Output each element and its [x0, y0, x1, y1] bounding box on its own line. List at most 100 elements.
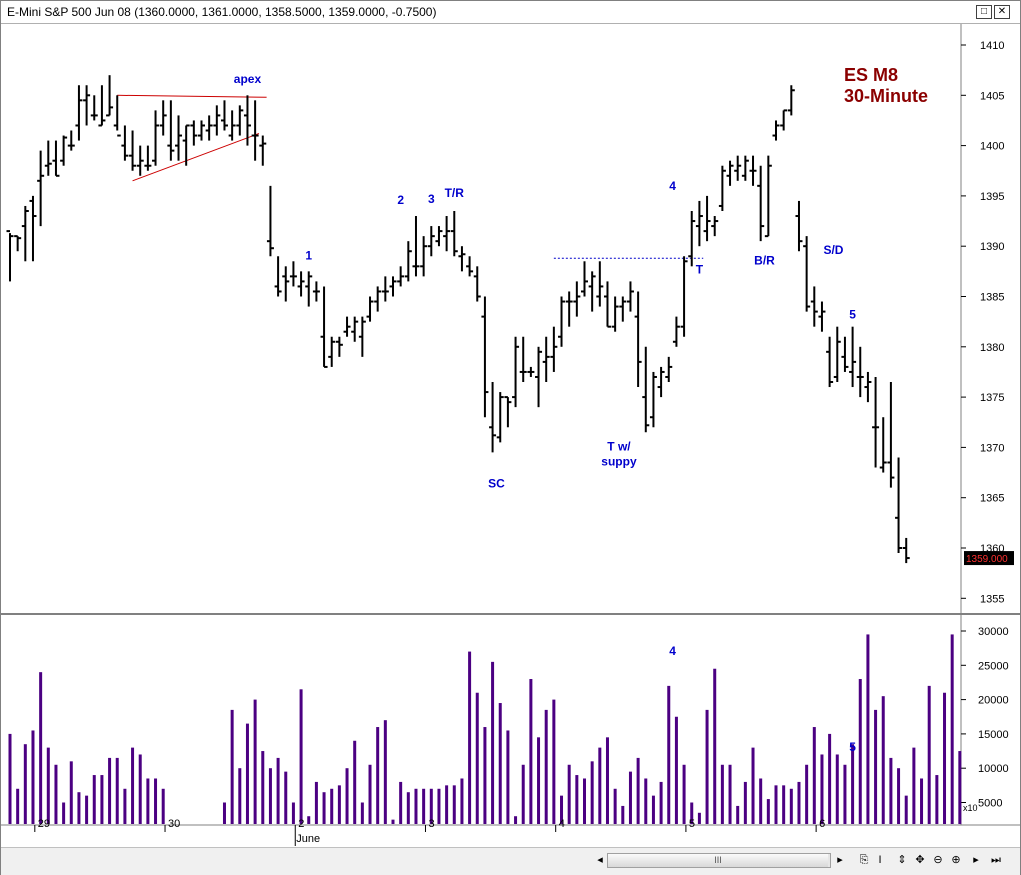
ohlc-bar	[44, 140, 52, 176]
price-tick-label: 1365	[980, 493, 1004, 505]
ohlc-bar	[726, 160, 734, 186]
volume-bar	[345, 768, 349, 824]
ohlc-bar	[60, 135, 68, 166]
scroll-left-icon[interactable]: ◂	[597, 854, 603, 866]
volume-bar	[475, 692, 479, 824]
volume-bar	[567, 764, 571, 824]
price-annotation: 3	[428, 192, 435, 206]
volume-bar	[782, 785, 786, 824]
price-tick-label: 1405	[980, 90, 1004, 102]
ohlc-bar	[305, 271, 313, 307]
volume-bar	[376, 727, 380, 824]
ohlc-bar	[787, 85, 795, 116]
crosshair-icon[interactable]: I	[878, 854, 882, 866]
cursor-icon[interactable]: ⎘	[859, 854, 869, 866]
zoom-in-icon[interactable]: ⊕	[951, 854, 961, 866]
ohlc-bar	[389, 276, 397, 297]
ohlc-bar	[75, 85, 83, 141]
volume-bar	[529, 679, 533, 824]
ohlc-bar	[603, 281, 611, 328]
price-annotation: suppy	[601, 455, 637, 469]
volume-bar	[713, 668, 717, 824]
volume-bar	[460, 778, 464, 824]
ohlc-bar	[558, 296, 566, 347]
ohlc-bar	[443, 216, 451, 252]
ohlc-bar	[833, 326, 841, 383]
price-tick-label: 1400	[980, 141, 1004, 153]
volume-bar	[950, 634, 954, 824]
time-tick-label: 4	[559, 818, 565, 830]
ohlc-bar	[21, 205, 29, 262]
price-tick-label: 1395	[980, 191, 1004, 203]
volume-bar	[284, 771, 288, 824]
ohlc-bar	[902, 537, 910, 564]
ohlc-bar	[496, 392, 504, 443]
volume-bar	[797, 781, 801, 824]
price-annotation: B/R	[754, 253, 775, 267]
volume-bar	[743, 781, 747, 824]
volume-annotation: 4	[669, 644, 676, 658]
volume-bar	[514, 816, 518, 824]
move-icon[interactable]: ✥	[915, 854, 925, 866]
next-icon[interactable]: ▸	[973, 854, 979, 866]
volume-bar	[843, 764, 847, 824]
ohlc-bar	[489, 382, 497, 453]
volume-bar	[322, 792, 326, 824]
volume-bar	[8, 733, 12, 824]
horizontal-scrollbar[interactable]: III	[607, 853, 831, 868]
scroll-thumb[interactable]: III	[608, 854, 828, 867]
volume-bar	[521, 764, 525, 824]
ohlc-bar	[841, 336, 849, 372]
ohlc-bar	[427, 226, 435, 257]
volume-bar	[406, 792, 410, 824]
restore-icon[interactable]: □	[976, 5, 992, 19]
ohlc-bar	[198, 120, 205, 141]
ohlc-bar	[366, 296, 374, 322]
volume-bar	[920, 778, 924, 824]
pan-icon[interactable]: ⇕	[897, 854, 907, 866]
title-bar: E-Mini S&P 500 Jun 08 (1360.0000, 1361.0…	[1, 1, 1020, 24]
volume-bar	[92, 775, 96, 824]
ohlc-bar	[596, 261, 604, 307]
close-icon[interactable]: ✕	[994, 5, 1010, 19]
volume-bar	[299, 689, 303, 824]
ohlc-bar	[312, 281, 320, 302]
time-tick-label: 2	[298, 818, 304, 830]
chart-area[interactable]: 1410140514001395139013851380137513701365…	[1, 24, 1020, 847]
volume-bar	[383, 720, 387, 824]
trendline	[132, 133, 260, 182]
ohlc-bar	[749, 155, 757, 186]
volume-bar	[560, 795, 564, 824]
volume-bar	[897, 768, 901, 824]
scroll-right-icon[interactable]: ▸	[837, 854, 843, 866]
ohlc-bar	[297, 271, 305, 297]
volume-bar	[100, 775, 104, 824]
volume-bar	[39, 672, 43, 824]
ohlc-bar	[335, 336, 343, 357]
price-tick-label: 1375	[980, 392, 1004, 404]
end-icon[interactable]: ⏭	[991, 854, 1001, 866]
ohlc-bar	[83, 85, 91, 126]
volume-bar	[330, 788, 334, 824]
ohlc-bar	[741, 155, 749, 181]
ohlc-bar	[266, 185, 274, 257]
volume-bar	[927, 685, 931, 824]
ohlc-bar	[504, 396, 512, 428]
ohlc-bar	[764, 155, 772, 238]
volume-bar	[904, 795, 908, 824]
volume-bar	[146, 778, 150, 824]
zoom-out-icon[interactable]: ⊖	[933, 854, 943, 866]
ohlc-bar	[29, 195, 37, 262]
price-tick-label: 1390	[980, 241, 1004, 253]
price-tick-label: 1410	[980, 40, 1004, 52]
month-label: June	[296, 833, 320, 845]
volume-bar	[360, 802, 364, 824]
ohlc-bar	[251, 100, 259, 161]
ohlc-bar	[328, 336, 336, 367]
time-tick-label: 5	[689, 818, 695, 830]
ohlc-bar	[649, 371, 657, 428]
ohlc-bar	[581, 261, 588, 297]
last-price-label: 1359.000	[966, 554, 1008, 565]
price-annotation: T w/	[607, 439, 631, 453]
trendline	[117, 94, 267, 98]
